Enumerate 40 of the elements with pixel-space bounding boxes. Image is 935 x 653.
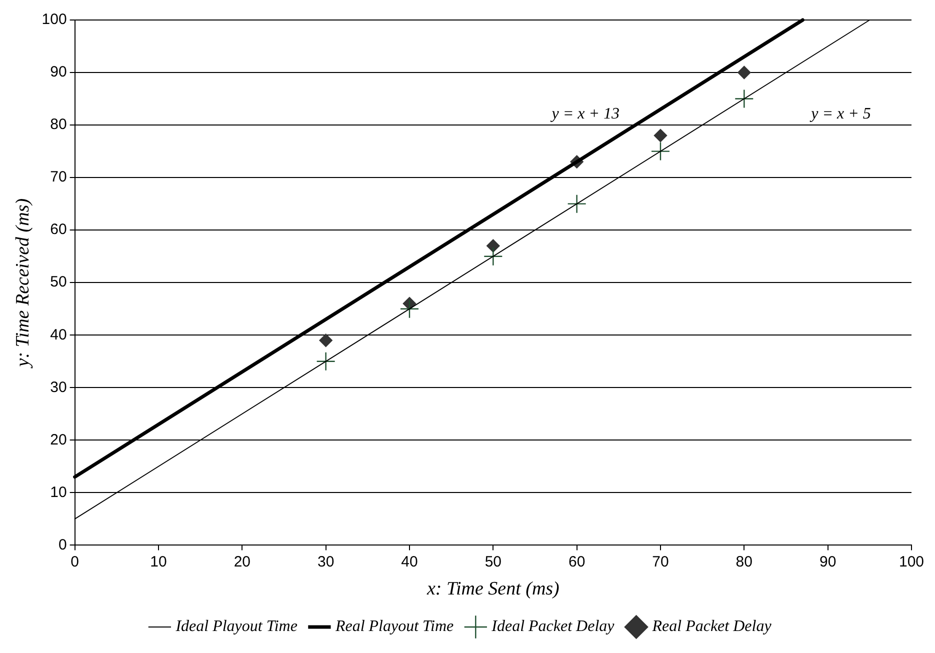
y-tick-label: 0 [58,536,67,554]
legend-label: Ideal Packet Delay [490,618,616,636]
annotation: y = x + 13 [550,106,620,123]
x-tick-label: 90 [819,553,836,570]
y-tick-label: 90 [50,64,67,81]
legend-label: Real Playout Time [334,618,454,636]
x-tick-label: 10 [150,553,167,570]
x-axis-title: x: Time Sent (ms) [426,578,560,600]
legend-label: Real Packet Delay [651,618,772,636]
y-axis-title: y: Time Received (ms) [12,198,34,369]
x-tick-label: 40 [401,553,418,570]
annotation: y = x + 5 [809,106,871,123]
legend-label: Ideal Playout Time [174,618,298,636]
y-tick-label: 30 [50,378,67,396]
y-tick-label: 50 [50,274,67,291]
point [650,142,670,161]
x-tick-label: 50 [484,553,502,570]
y-tick-label: 10 [50,484,67,501]
x-tick-label: 70 [652,553,669,570]
x-tick-label: 80 [736,553,752,570]
y-tick-label: 40 [50,326,67,344]
x-tick-label: 60 [568,553,586,570]
x-tick-label: 30 [317,553,334,570]
point [654,128,668,142]
point [738,66,751,80]
point [567,194,586,214]
y-tick-label: 60 [50,221,67,238]
point [484,246,503,266]
point [400,299,420,318]
x-tick-label: 20 [234,553,251,570]
y-tick-label: 80 [50,116,67,134]
point [486,239,500,252]
point [319,334,332,347]
y-tick-label: 100 [42,11,67,28]
x-tick-label: 0 [70,553,79,570]
point [734,89,754,108]
y-tick-label: 20 [50,431,67,448]
x-tick-label: 100 [898,553,924,570]
point [316,352,336,371]
y-tick-label: 70 [50,168,67,186]
